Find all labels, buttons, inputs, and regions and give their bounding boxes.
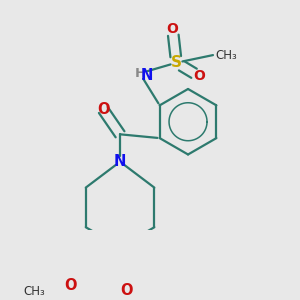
Text: CH₃: CH₃ [23, 285, 45, 298]
Text: O: O [193, 69, 205, 83]
Text: O: O [64, 278, 77, 292]
Text: S: S [171, 55, 182, 70]
Text: O: O [97, 102, 110, 117]
Text: O: O [120, 283, 132, 298]
Text: CH₃: CH₃ [215, 49, 237, 62]
Text: N: N [140, 68, 153, 83]
Text: O: O [167, 22, 178, 36]
Text: H: H [134, 67, 146, 80]
Text: N: N [114, 154, 126, 169]
